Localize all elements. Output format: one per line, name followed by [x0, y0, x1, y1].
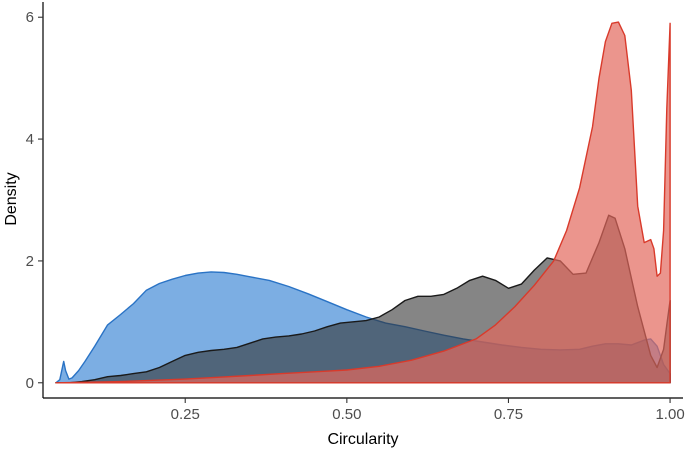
plot-areas [55, 21, 671, 384]
y-axis-title: Density [3, 172, 20, 225]
x-tick-label: 0.25 [171, 406, 200, 423]
x-axis-ticks: 0.25 0.50 0.75 1.00 [171, 398, 685, 423]
y-tick-label: 0 [26, 375, 34, 392]
y-tick-label: 2 [26, 253, 34, 270]
y-axis-ticks: 0 2 4 6 [26, 9, 43, 392]
y-tick-label: 6 [26, 9, 34, 26]
x-tick-label: 0.50 [332, 406, 361, 423]
x-axis-title: Circularity [327, 431, 398, 448]
density-area-3 [55, 21, 671, 384]
axes [42, 2, 683, 399]
x-tick-label: 1.00 [655, 406, 684, 423]
x-tick-label: 0.75 [494, 406, 523, 423]
y-tick-label: 4 [26, 131, 34, 148]
